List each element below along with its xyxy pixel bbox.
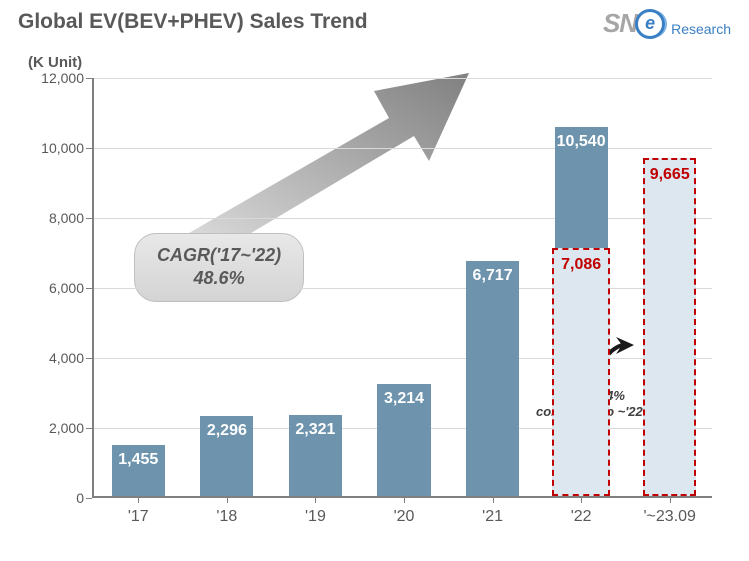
bar-chart: CAGR('17~'22) 48.6% (+36.4% compared to … — [30, 78, 720, 548]
x-tick-label: '20 — [394, 508, 415, 526]
x-tick — [404, 497, 405, 503]
x-tick — [227, 497, 228, 503]
bar-value-label: 9,665 — [645, 166, 694, 184]
x-tick-label: '21 — [482, 508, 503, 526]
gridline — [94, 148, 712, 149]
gridline — [94, 358, 712, 359]
logo-text-research: Research — [671, 21, 731, 39]
x-tick — [581, 497, 582, 503]
y-tick — [86, 498, 92, 499]
gridline — [94, 218, 712, 219]
bar-value-label: 7,086 — [554, 256, 607, 274]
bar-value-label: 3,214 — [377, 390, 430, 408]
x-tick-label: '18 — [216, 508, 237, 526]
x-tick — [315, 497, 316, 503]
y-tick — [86, 78, 92, 79]
bar: 7,086 — [552, 248, 609, 496]
chart-title: Global EV(BEV+PHEV) Sales Trend — [18, 10, 368, 34]
bar: 9,665 — [643, 158, 696, 496]
gridline — [94, 78, 712, 79]
bar-value-label: 2,296 — [200, 422, 253, 440]
bar-value-label: 10,540 — [555, 133, 608, 151]
bar: 1,455 — [112, 445, 165, 496]
plot-area: CAGR('17~'22) 48.6% (+36.4% compared to … — [92, 78, 712, 498]
y-tick-label: 6,000 — [32, 280, 84, 296]
x-tick-label: '22 — [571, 508, 592, 526]
y-tick — [86, 428, 92, 429]
cagr-annotation: CAGR('17~'22) 48.6% — [134, 233, 304, 302]
y-tick-label: 0 — [32, 490, 84, 506]
bar: 2,296 — [200, 416, 253, 496]
bar: 6,717 — [466, 261, 519, 496]
bar-value-label: 6,717 — [466, 267, 519, 285]
x-tick — [670, 497, 671, 503]
x-tick — [493, 497, 494, 503]
bar-value-label: 1,455 — [112, 451, 165, 469]
y-tick — [86, 288, 92, 289]
y-tick-label: 2,000 — [32, 420, 84, 436]
y-tick-label: 10,000 — [32, 140, 84, 156]
x-tick — [138, 497, 139, 503]
bar: 2,321 — [289, 415, 342, 496]
y-tick-label: 4,000 — [32, 350, 84, 366]
logo-text-e: e — [635, 9, 665, 39]
y-tick — [86, 148, 92, 149]
y-tick — [86, 358, 92, 359]
logo-text-sn: SN — [603, 8, 637, 39]
y-tick — [86, 218, 92, 219]
y-tick-label: 8,000 — [32, 210, 84, 226]
bar: 3,214 — [377, 384, 430, 496]
brand-logo: SN e Research — [603, 8, 731, 39]
y-axis-unit: (K Unit) — [28, 54, 82, 71]
x-tick-label: '19 — [305, 508, 326, 526]
x-tick-label: '~23.09 — [643, 508, 695, 526]
cagr-line1: CAGR('17~'22) — [157, 244, 281, 267]
y-tick-label: 12,000 — [32, 70, 84, 86]
bar-value-label: 2,321 — [289, 421, 342, 439]
x-tick-label: '17 — [128, 508, 149, 526]
gridline — [94, 288, 712, 289]
